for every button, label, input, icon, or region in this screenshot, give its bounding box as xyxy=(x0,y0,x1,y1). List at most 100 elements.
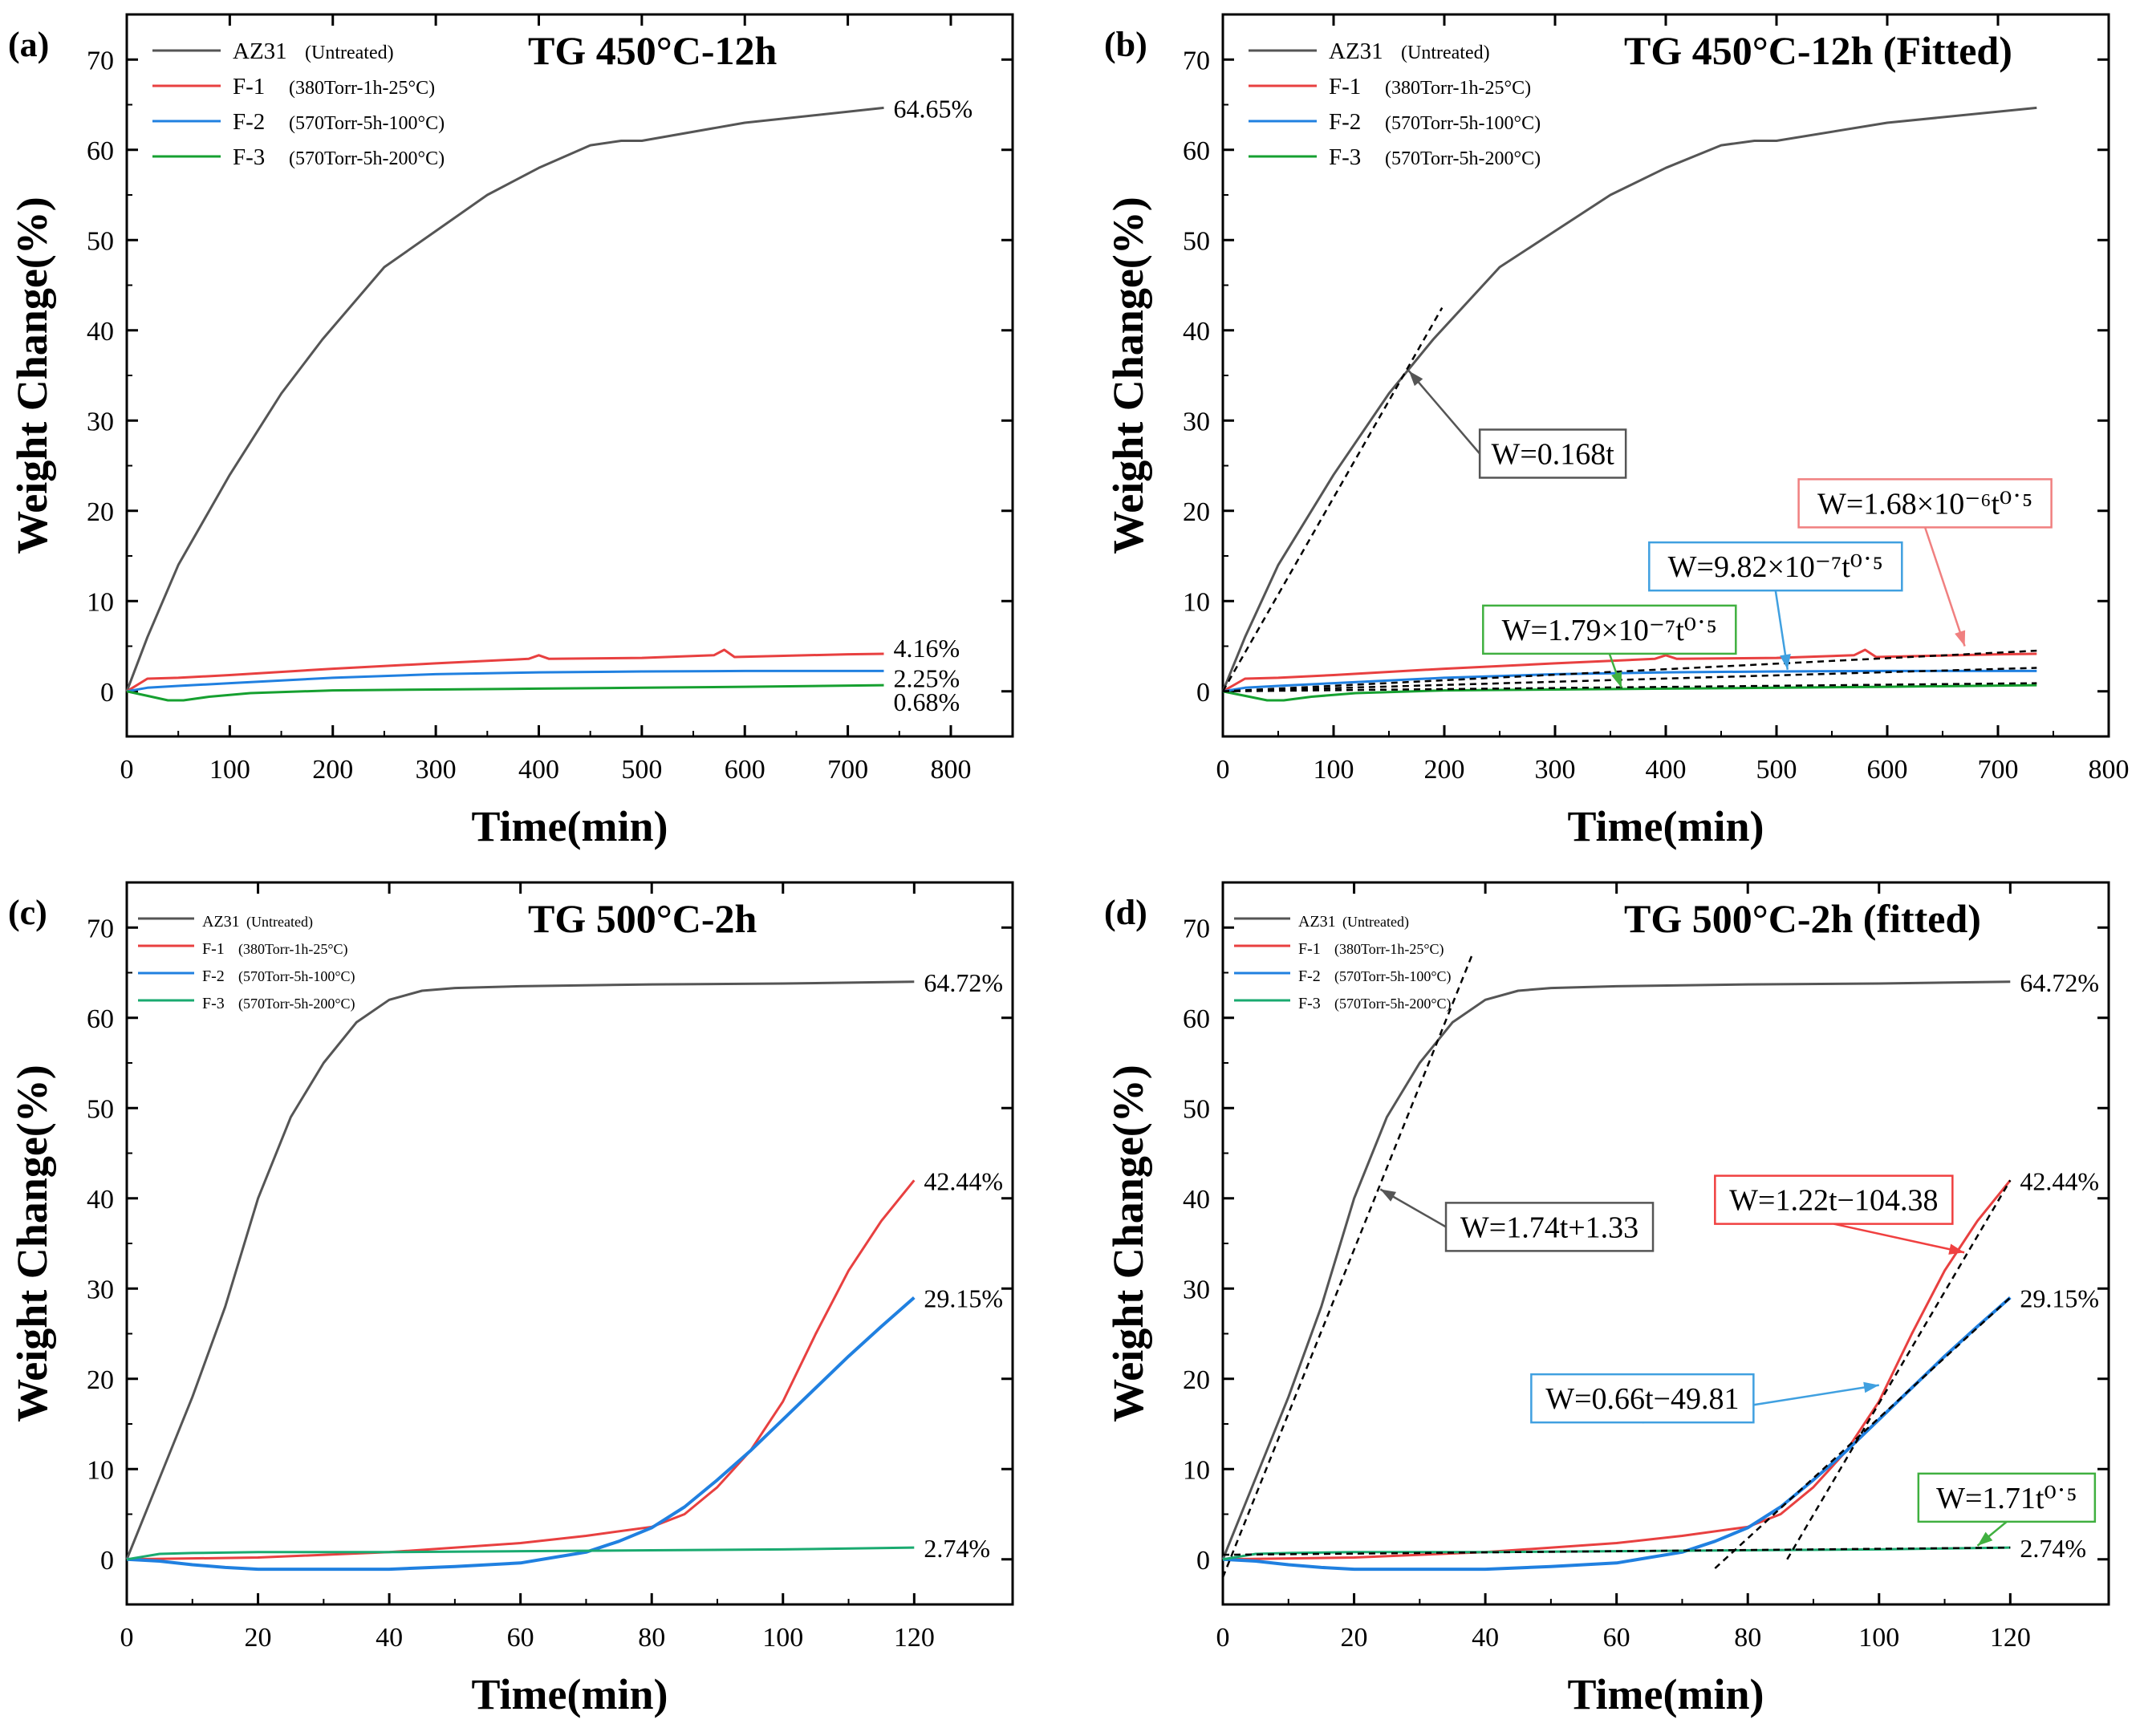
legend-label: F-3 xyxy=(1298,995,1321,1012)
equation-f1-fit: W=1.68×10⁻⁶t⁰˙⁵ xyxy=(1817,487,2032,521)
y-tick-label: 50 xyxy=(1183,226,1210,256)
legend-condition: (570Torr-5h-100°C) xyxy=(289,113,445,134)
series-line-f-2 xyxy=(1222,1296,2012,1572)
x-tick-label: 100 xyxy=(762,1623,803,1653)
x-tick-label: 200 xyxy=(1424,755,1465,785)
legend-label: F-2 xyxy=(233,109,265,135)
x-tick-label: 0 xyxy=(1216,1623,1230,1653)
equation-box xyxy=(1714,1174,1954,1225)
equation-box xyxy=(1530,1373,1755,1424)
legend-condition: (570Torr-5h-200°C) xyxy=(289,148,445,169)
panel-tag: (a) xyxy=(8,25,49,64)
x-tick-label: 40 xyxy=(1472,1623,1499,1653)
x-tick-label: 800 xyxy=(2089,755,2130,785)
x-tick-label: 100 xyxy=(1314,755,1354,785)
y-axis-label: Weight Change(%) xyxy=(1104,197,1152,554)
x-axis-label: Time(min) xyxy=(1568,802,1764,850)
x-tick-label: 200 xyxy=(312,755,353,785)
series-line-f-1 xyxy=(126,648,884,693)
y-axis-label: Weight Change(%) xyxy=(1104,1065,1152,1422)
x-tick-label: 60 xyxy=(507,1623,534,1653)
y-tick-label: 30 xyxy=(1183,407,1210,436)
y-tick-label: 70 xyxy=(1183,46,1210,75)
y-tick-label: 20 xyxy=(1183,497,1210,527)
panel-d: 0 20 40 60 80 100 120 0 10 20 30 40 50 60 70 Time(min) W… xyxy=(1104,881,2110,1718)
series-line-f-1 xyxy=(1222,648,2037,693)
y-tick-label: 30 xyxy=(87,407,114,436)
y-tick-label: 50 xyxy=(87,226,114,256)
series-line-f-1 xyxy=(126,1179,916,1561)
panel-b: 0 100 200 300 400 500 600 700 800 0 10 20 30 40 50 60 70… xyxy=(1104,13,2130,850)
x-tick-label: 500 xyxy=(1756,755,1797,785)
y-tick-label: 20 xyxy=(87,497,114,527)
equation-az31-fit: W=0.168t xyxy=(1491,438,1614,472)
fit-line xyxy=(1222,1546,2011,1556)
y-tick-label: 30 xyxy=(1183,1275,1210,1304)
panel-tag: (d) xyxy=(1104,893,1147,932)
legend-label: F-1 xyxy=(233,74,265,99)
x-tick-label: 20 xyxy=(245,1623,272,1653)
y-tick-label: 0 xyxy=(100,1546,114,1576)
equation-f2-fit: W=9.82×10⁻⁷t⁰˙⁵ xyxy=(1668,550,1883,584)
arrow-head-icon xyxy=(1863,1381,1879,1393)
legend-label: AZ31 xyxy=(233,39,287,64)
series-line-f-2 xyxy=(126,669,884,693)
legend-label: AZ31 xyxy=(1298,913,1336,931)
x-tick-label: 80 xyxy=(638,1623,665,1653)
x-tick-label: 700 xyxy=(827,755,868,785)
y-tick-label: 40 xyxy=(87,1185,114,1215)
end-value-label: 64.72% xyxy=(2020,968,2099,997)
y-tick-label: 60 xyxy=(1183,136,1210,166)
fit-line xyxy=(1786,1179,2012,1560)
x-tick-label: 700 xyxy=(1978,755,2019,785)
y-tick-label: 30 xyxy=(87,1275,114,1304)
arrow-head-icon xyxy=(1380,1189,1396,1202)
y-tick-label: 50 xyxy=(1183,1094,1210,1124)
end-value-label: 0.68% xyxy=(894,688,960,716)
y-tick-label: 60 xyxy=(87,1004,114,1034)
arrow-head-icon xyxy=(1408,371,1423,387)
legend-label: F-3 xyxy=(202,995,225,1012)
end-value-label: 42.44% xyxy=(924,1166,1003,1195)
y-axis-label: Weight Change(%) xyxy=(8,197,56,554)
x-tick-label: 0 xyxy=(1216,755,1230,785)
legend-label: F-1 xyxy=(1329,74,1361,99)
fit-line xyxy=(1222,667,2037,692)
end-value-label: 64.72% xyxy=(924,968,1003,997)
fit-line xyxy=(1221,307,1444,692)
x-axis-label: Time(min) xyxy=(472,1670,668,1718)
legend-condition: (380Torr-1h-25°C) xyxy=(1334,941,1444,958)
legend-label: F-2 xyxy=(202,967,225,985)
panel-a: 0 100 200 300 400 500 600 700 800 0 10 20 30 40 50 60 70… xyxy=(8,13,1014,850)
y-axis-label: Weight Change(%) xyxy=(8,1065,56,1422)
fit-line xyxy=(1221,954,1473,1578)
end-value-label: 4.16% xyxy=(894,634,960,663)
series-line-f-2 xyxy=(1222,669,2037,693)
end-value-label: 64.65% xyxy=(894,94,973,123)
equation-box xyxy=(1478,428,1627,479)
equation-f1-fit: W=1.22t−104.38 xyxy=(1729,1184,1938,1218)
legend-condition: (570Torr-5h-100°C) xyxy=(1334,968,1452,985)
end-value-label: 2.25% xyxy=(894,663,960,692)
y-tick-label: 10 xyxy=(87,1455,114,1485)
legend-condition: (380Torr-1h-25°C) xyxy=(1385,78,1531,99)
legend-condition: (Untreated) xyxy=(1342,914,1409,931)
y-tick-label: 0 xyxy=(1196,678,1210,708)
series-line-f-3 xyxy=(1222,683,2037,702)
x-tick-label: 400 xyxy=(518,755,559,785)
y-tick-label: 70 xyxy=(1183,914,1210,943)
series-line-f-1 xyxy=(1222,1179,2012,1561)
legend-label: AZ31 xyxy=(1329,39,1383,64)
legend-condition: (570Torr-5h-200°C) xyxy=(1334,996,1452,1012)
legend-label: F-1 xyxy=(202,940,225,958)
y-tick-label: 60 xyxy=(87,136,114,166)
equation-f3-fit: W=1.79×10⁻⁷t⁰˙⁵ xyxy=(1502,614,1717,647)
y-tick-label: 10 xyxy=(1183,587,1210,617)
legend-condition: (570Torr-5h-100°C) xyxy=(238,968,355,985)
y-tick-label: 0 xyxy=(100,678,114,708)
arrow-head-icon xyxy=(1780,654,1791,670)
legend-condition: (Untreated) xyxy=(246,914,313,931)
x-tick-label: 60 xyxy=(1603,1623,1630,1653)
series-line-f-2 xyxy=(126,1296,916,1572)
legend-condition: (570Torr-5h-200°C) xyxy=(1385,148,1541,169)
